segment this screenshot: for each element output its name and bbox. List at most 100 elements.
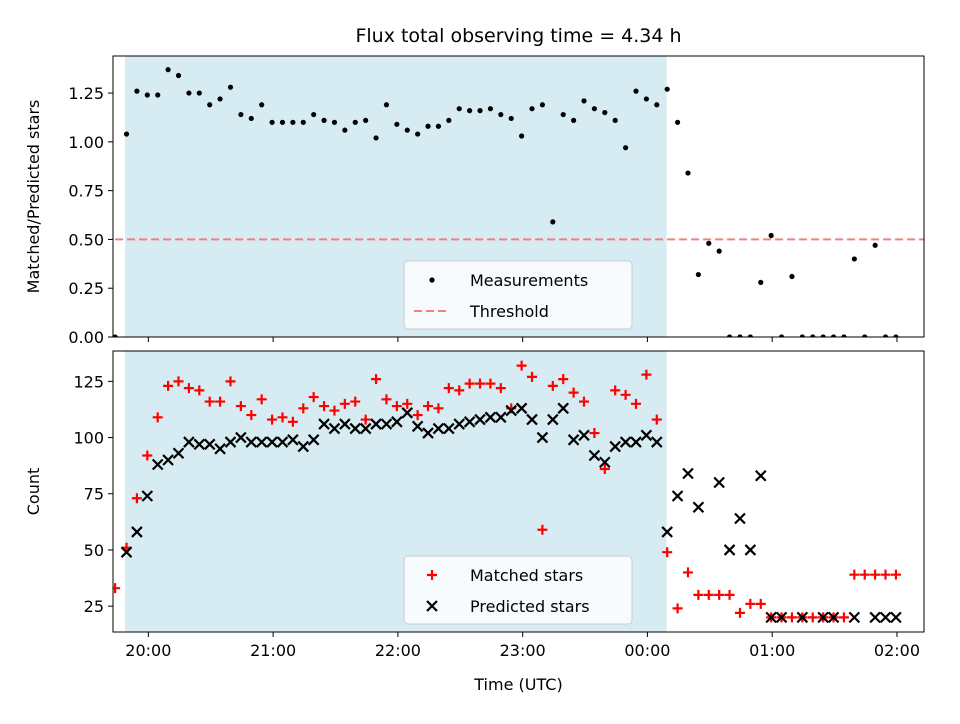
- data-point: [238, 111, 244, 118]
- data-point: [633, 88, 639, 94]
- y-tick-label: 100: [73, 429, 104, 448]
- data-point: [662, 547, 673, 558]
- data-point: [550, 219, 556, 225]
- data-point: [173, 376, 184, 387]
- ratio-panel: 0.00 0.25 0.50 0.75 1.00 1.25 Matched/Predicte…: [24, 55, 925, 347]
- data-point: [841, 334, 847, 337]
- data-point: [640, 429, 653, 442]
- data-point: [591, 106, 598, 112]
- x-tick-label: 22:00: [375, 641, 421, 660]
- data-point: [799, 334, 805, 337]
- data-point: [350, 396, 361, 407]
- y-tick-label: 1.25: [68, 84, 104, 103]
- data-point: [113, 334, 118, 337]
- axes-frame: [112, 350, 925, 633]
- data-point: [747, 334, 753, 337]
- legend-marker: [429, 277, 435, 283]
- data-point: [456, 106, 462, 112]
- data-point: [165, 67, 171, 73]
- data-point: [734, 607, 745, 618]
- data-point: [602, 109, 608, 116]
- data-point: [411, 420, 424, 433]
- data-point: [415, 131, 421, 137]
- legend-label: Measurements: [470, 271, 588, 290]
- data-point: [641, 369, 652, 380]
- data-point: [151, 458, 164, 471]
- data-point: [758, 279, 764, 285]
- data-point: [692, 501, 705, 514]
- data-point: [246, 410, 257, 421]
- data-point: [734, 512, 746, 525]
- data-point: [401, 407, 414, 419]
- data-point: [131, 493, 142, 504]
- y-tick-label: 25: [84, 597, 104, 616]
- y-axis-label: Matched/Predicted stars: [24, 100, 43, 294]
- data-point: [674, 119, 681, 125]
- data-point: [155, 92, 161, 98]
- data-point: [498, 111, 504, 118]
- data-point: [519, 133, 525, 139]
- data-point: [328, 422, 341, 435]
- data-point: [352, 119, 358, 125]
- data-point: [651, 436, 663, 448]
- data-point: [495, 383, 506, 394]
- data-point: [360, 414, 371, 425]
- data-point: [870, 569, 881, 580]
- y-tick-label: 0.00: [68, 328, 104, 347]
- data-point: [682, 467, 694, 480]
- data-point: [454, 385, 465, 396]
- data-point: [287, 434, 299, 446]
- data-point: [890, 569, 901, 580]
- data-point: [619, 436, 632, 448]
- data-point: [276, 436, 289, 448]
- x-tick-label: 21:00: [250, 641, 296, 660]
- data-point: [620, 389, 631, 400]
- data-point: [664, 86, 670, 92]
- y-tick-label: 0.75: [68, 182, 104, 201]
- data-point: [342, 127, 348, 133]
- data-point: [298, 403, 309, 414]
- data-point: [557, 402, 569, 415]
- data-point: [547, 380, 558, 391]
- data-point: [225, 376, 236, 387]
- data-point: [817, 611, 829, 624]
- data-point: [297, 440, 310, 453]
- data-point: [224, 436, 237, 448]
- data-point: [425, 123, 431, 129]
- data-point: [848, 611, 861, 624]
- data-point: [307, 434, 320, 446]
- data-point: [882, 334, 889, 337]
- data-point: [163, 380, 174, 391]
- data-point: [215, 396, 226, 407]
- data-point: [849, 569, 860, 580]
- data-point: [485, 378, 496, 389]
- data-point: [495, 411, 507, 424]
- data-point: [755, 598, 766, 609]
- data-point: [423, 401, 434, 412]
- data-point: [838, 612, 849, 623]
- x-tick-label: 20:00: [125, 641, 171, 660]
- data-point: [737, 334, 743, 337]
- data-point: [695, 271, 701, 278]
- data-point: [578, 429, 590, 442]
- data-point: [558, 374, 569, 385]
- data-point: [349, 422, 362, 435]
- data-point: [539, 102, 546, 108]
- data-point: [113, 583, 121, 594]
- data-point: [703, 589, 714, 600]
- data-point: [402, 398, 413, 409]
- y-tick-label: 125: [73, 372, 104, 391]
- data-point: [380, 418, 393, 430]
- data-point: [579, 396, 590, 407]
- data-point: [381, 394, 392, 405]
- data-point: [152, 412, 163, 423]
- data-point: [475, 378, 486, 389]
- data-point: [671, 490, 684, 502]
- data-point: [765, 611, 777, 624]
- x-tick-label: 02:00: [874, 641, 920, 660]
- data-point: [775, 611, 788, 624]
- data-point: [435, 123, 442, 129]
- data-point: [581, 98, 587, 104]
- data-point: [786, 612, 797, 623]
